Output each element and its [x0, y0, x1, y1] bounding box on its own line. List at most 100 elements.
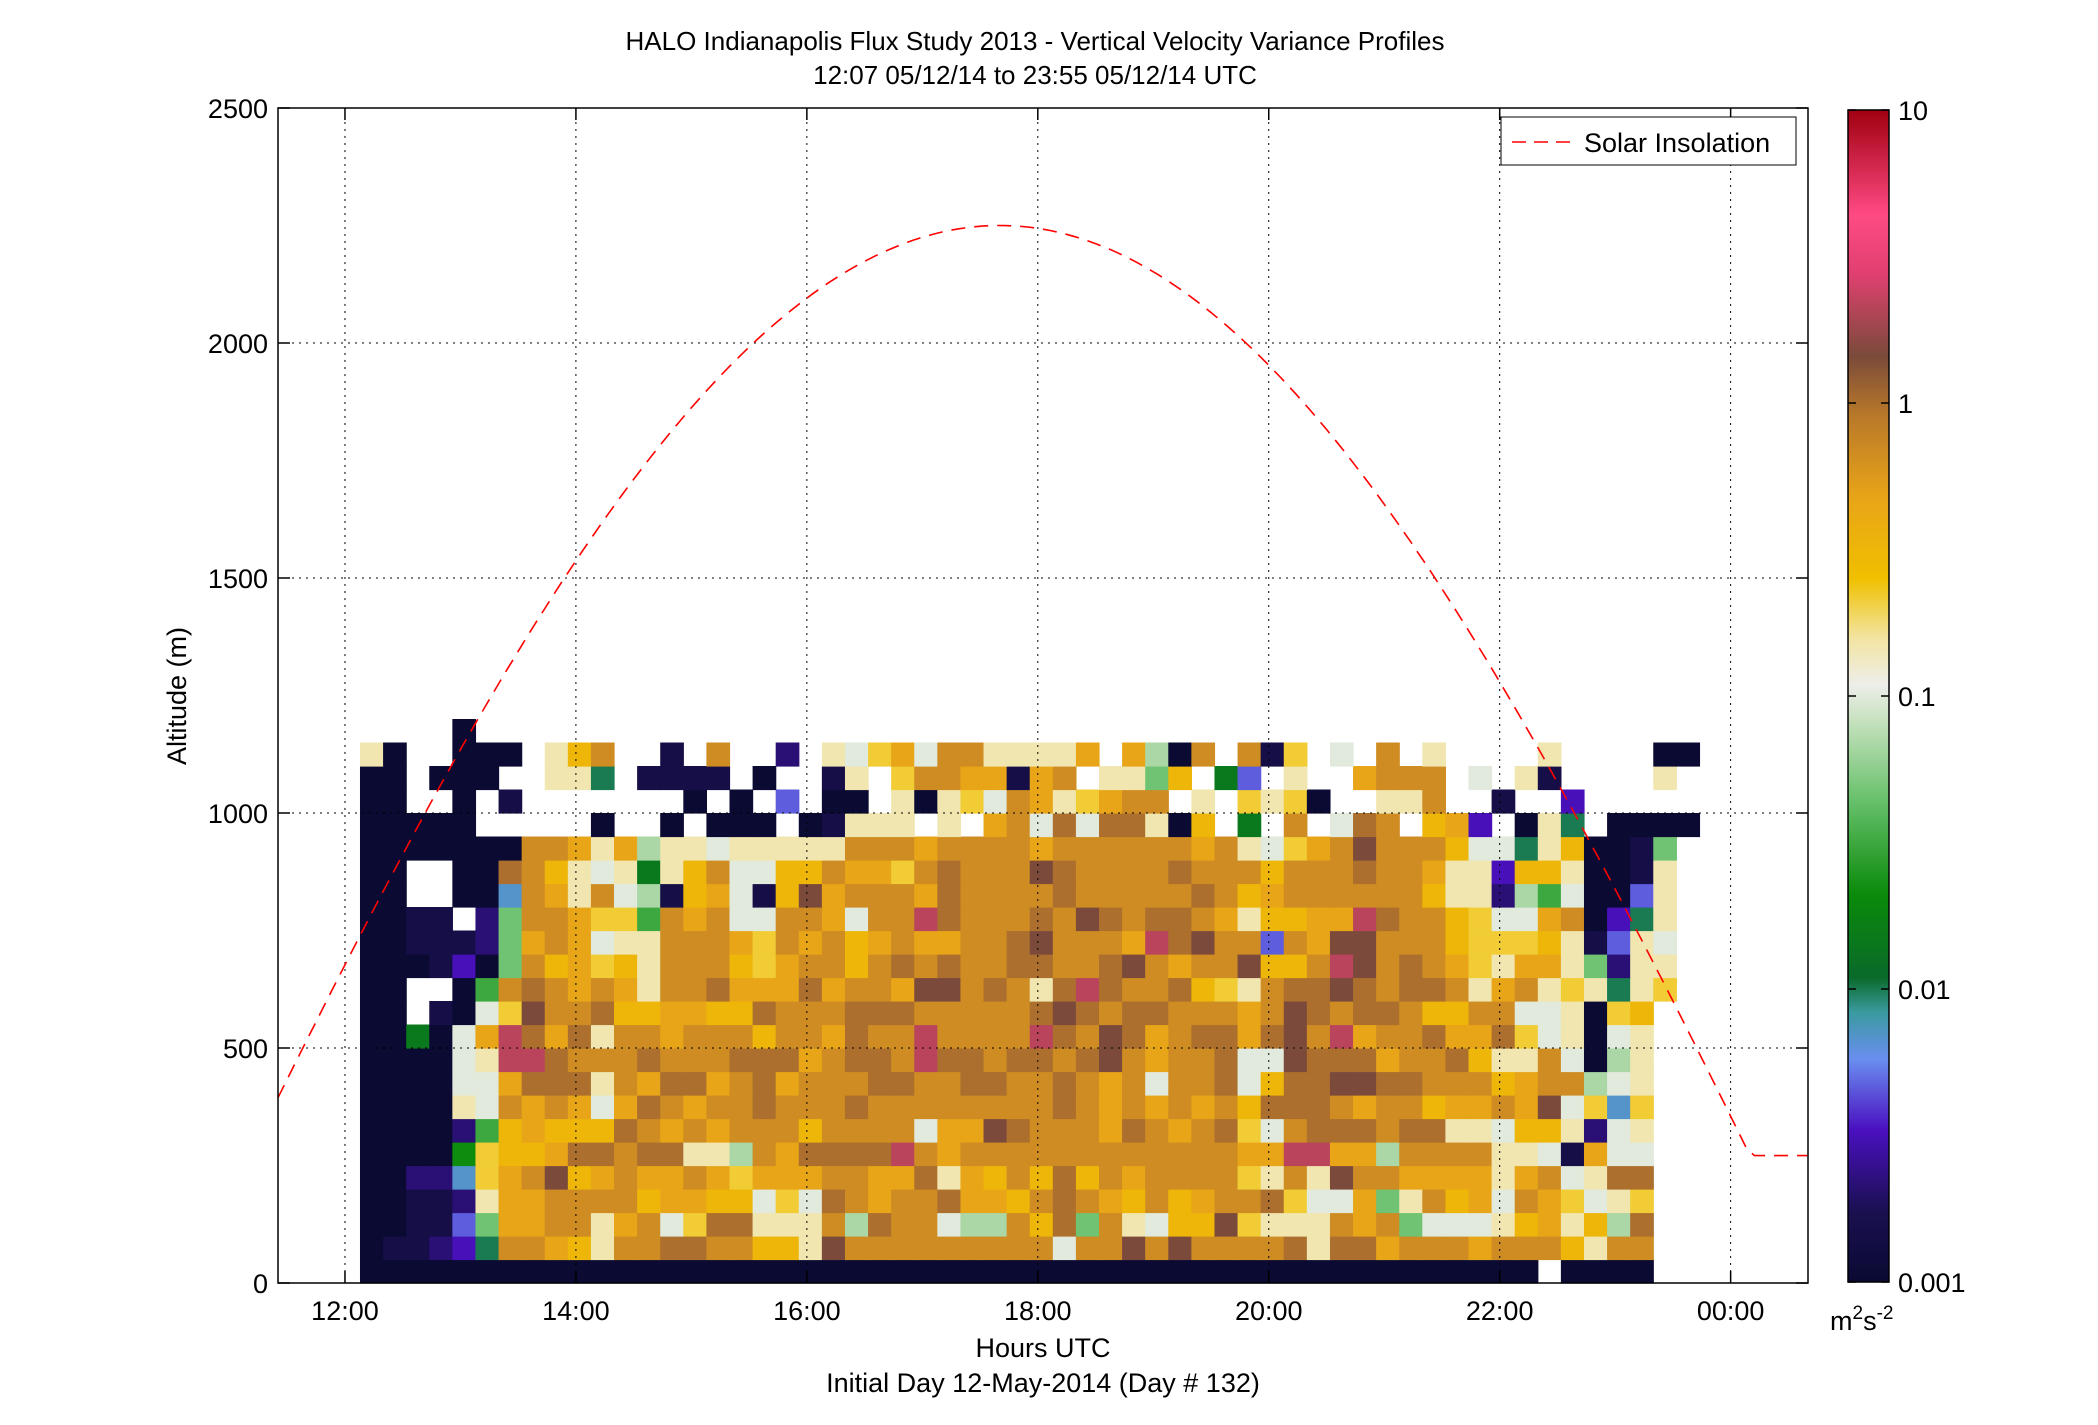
heatmap-cell: [383, 1212, 407, 1237]
heatmap-cell: [1029, 742, 1054, 767]
heatmap-cell: [937, 977, 962, 1002]
heatmap-cell: [914, 1118, 938, 1143]
heatmap-cell: [1445, 1189, 1470, 1214]
heatmap-cell: [1537, 1142, 1562, 1167]
heatmap-cell: [775, 836, 800, 861]
heatmap-cell: [960, 907, 985, 932]
heatmap-cell: [1514, 1236, 1539, 1261]
heatmap-cell: [660, 977, 684, 1002]
heatmap-cell: [660, 1259, 684, 1284]
heatmap-cell: [844, 977, 869, 1002]
heatmap-cell: [1191, 883, 1216, 908]
heatmap-cell: [1214, 766, 1239, 791]
heatmap-cell: [1560, 1001, 1585, 1026]
heatmap-cell: [590, 977, 615, 1002]
heatmap-cell: [1653, 860, 1677, 885]
heatmap-cell: [660, 930, 684, 955]
heatmap-cell: [637, 1189, 661, 1214]
heatmap-cell: [1075, 1212, 1100, 1237]
heatmap-cell: [1537, 907, 1562, 932]
heatmap-cell: [475, 1212, 500, 1237]
heatmap-cell: [1006, 1189, 1031, 1214]
heatmap-cell: [1537, 977, 1562, 1002]
heatmap-cell: [1329, 1259, 1354, 1284]
colorbar-tick-label: 0.001: [1898, 1268, 1966, 1298]
heatmap-cell: [1491, 954, 1516, 979]
heatmap-cell: [1052, 789, 1077, 814]
heatmap-cell: [821, 1212, 846, 1237]
heatmap-cell: [1468, 1165, 1493, 1190]
heatmap-cell: [868, 1118, 892, 1143]
heatmap-cell: [1399, 1236, 1423, 1261]
heatmap-cell: [821, 1071, 846, 1096]
heatmap-cell: [891, 930, 915, 955]
heatmap-cell: [1376, 766, 1400, 791]
heatmap-cell: [1537, 1236, 1562, 1261]
heatmap-cell: [821, 907, 846, 932]
heatmap-cell: [1260, 954, 1285, 979]
heatmap-cell: [914, 789, 938, 814]
heatmap-cell: [1676, 813, 1701, 838]
heatmap-cell: [1607, 1024, 1631, 1049]
heatmap-cell: [960, 860, 985, 885]
heatmap-cell: [1306, 1024, 1331, 1049]
heatmap-cell: [1237, 1236, 1262, 1261]
heatmap-cell: [891, 1118, 915, 1143]
heatmap-cell: [1099, 954, 1123, 979]
heatmap-cell: [1329, 1212, 1354, 1237]
heatmap-cell: [983, 1142, 1008, 1167]
heatmap-cell: [983, 1071, 1008, 1096]
heatmap-cell: [1329, 860, 1354, 885]
heatmap-cell: [1122, 907, 1146, 932]
heatmap-cell: [1214, 1048, 1239, 1073]
heatmap-cell: [567, 1118, 592, 1143]
heatmap-cell: [1422, 789, 1447, 814]
heatmap-cell: [1353, 813, 1377, 838]
heatmap-cell: [1306, 1048, 1331, 1073]
y-tick-label: 1500: [208, 564, 268, 594]
heatmap-cell: [359, 1189, 384, 1214]
heatmap-cell: [590, 954, 615, 979]
heatmap-cell: [1191, 1189, 1216, 1214]
heatmap-cell: [359, 860, 384, 885]
heatmap-cell: [1514, 1212, 1539, 1237]
heatmap-cell: [1329, 1048, 1354, 1073]
heatmap-cell: [775, 1259, 800, 1284]
heatmap-cell: [1168, 766, 1192, 791]
heatmap-cell: [1145, 766, 1169, 791]
heatmap-cell: [1145, 1095, 1169, 1120]
heatmap-cell: [567, 1071, 592, 1096]
heatmap-cell: [614, 1259, 638, 1284]
heatmap-cell: [706, 1001, 731, 1026]
heatmap-cell: [1514, 907, 1539, 932]
heatmap-cell: [359, 1001, 384, 1026]
heatmap-cell: [1006, 907, 1031, 932]
heatmap-cell: [1514, 1165, 1539, 1190]
heatmap-cell: [1122, 930, 1146, 955]
heatmap-cell: [844, 742, 869, 767]
heatmap-cell: [1630, 1071, 1654, 1096]
heatmap-cell: [937, 1259, 962, 1284]
heatmap-cell: [1422, 1212, 1447, 1237]
heatmap-cell: [1191, 1095, 1216, 1120]
heatmap-cell: [1653, 930, 1677, 955]
heatmap-cell: [359, 1212, 384, 1237]
heatmap-cell: [1607, 977, 1631, 1002]
heatmap-cell: [752, 883, 777, 908]
heatmap-cell: [868, 977, 892, 1002]
heatmap-cell: [821, 930, 846, 955]
heatmap-cell: [1376, 789, 1400, 814]
heatmap-cell: [683, 883, 707, 908]
heatmap-cell: [1214, 1165, 1239, 1190]
heatmap-cell: [868, 836, 892, 861]
heatmap-cell: [844, 1118, 869, 1143]
heatmap-cell: [798, 1071, 823, 1096]
heatmap-cell: [406, 1259, 430, 1284]
colorbar-tick-label: 0.1: [1898, 682, 1936, 712]
heatmap-cell: [660, 1048, 684, 1073]
heatmap-cell: [1514, 1001, 1539, 1026]
heatmap-cell: [359, 883, 384, 908]
heatmap-cell: [1237, 907, 1262, 932]
heatmap-cell: [1607, 1212, 1631, 1237]
heatmap-cell: [1376, 1048, 1400, 1073]
